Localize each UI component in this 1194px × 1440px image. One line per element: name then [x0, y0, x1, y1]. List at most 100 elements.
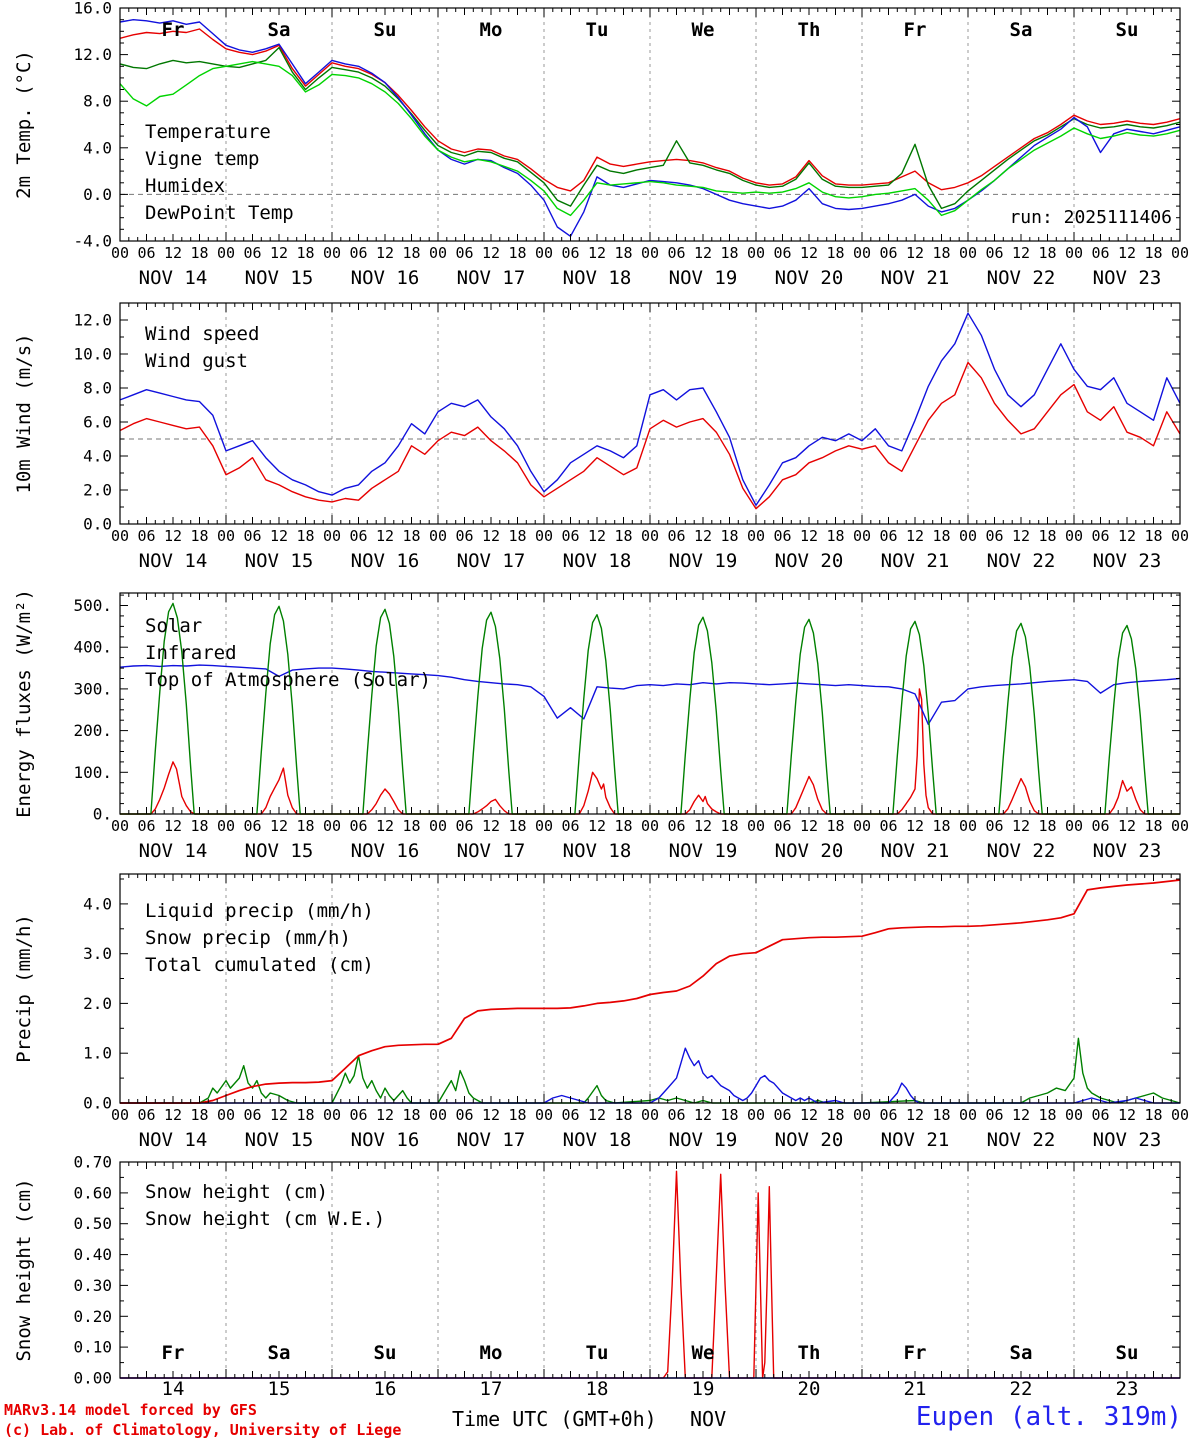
legend-item-total-cumulated-cm: Total cumulated (cm)	[145, 954, 374, 976]
svg-text:18: 18	[1144, 1106, 1162, 1124]
month-label: NOV	[690, 1407, 727, 1431]
svg-text:12.0: 12.0	[73, 311, 112, 330]
svg-text:18: 18	[296, 527, 314, 545]
hour-labels: 00 06 12 18 00 06 12 18 00 06 12 18 00 06 12 18 00 06 12 18…	[111, 527, 1189, 545]
svg-text:Sa: Sa	[1010, 19, 1033, 41]
svg-text:18: 18	[190, 1106, 208, 1124]
svg-text:NOV 20: NOV 20	[775, 840, 844, 862]
svg-text:18: 18	[826, 527, 844, 545]
svg-text:00: 00	[747, 1106, 765, 1124]
y-axis-title: Snow height (cm)	[13, 1178, 35, 1361]
svg-text:18: 18	[402, 527, 420, 545]
svg-text:06: 06	[561, 817, 579, 835]
svg-text:NOV 17: NOV 17	[457, 840, 526, 862]
svg-text:16: 16	[374, 1378, 397, 1399]
svg-text:12: 12	[1012, 244, 1030, 262]
svg-text:12: 12	[800, 1106, 818, 1124]
svg-text:NOV 23: NOV 23	[1093, 840, 1162, 862]
svg-text:12: 12	[906, 1106, 924, 1124]
svg-text:00: 00	[111, 244, 129, 262]
svg-text:00: 00	[429, 527, 447, 545]
svg-text:NOV 14: NOV 14	[139, 550, 208, 572]
svg-text:NOV 15: NOV 15	[245, 267, 314, 289]
svg-text:12: 12	[482, 1106, 500, 1124]
svg-text:4.0: 4.0	[83, 138, 112, 157]
svg-text:12: 12	[376, 817, 394, 835]
svg-text:NOV 17: NOV 17	[457, 267, 526, 289]
hour-labels: 00 06 12 18 00 06 12 18 00 06 12 18 00 06 12 18 00 06 12 18…	[111, 244, 1189, 262]
svg-text:NOV 22: NOV 22	[987, 840, 1056, 862]
svg-text:00: 00	[217, 1106, 235, 1124]
svg-text:12: 12	[270, 1106, 288, 1124]
svg-text:12: 12	[376, 527, 394, 545]
legend-item-solar: Solar	[145, 615, 202, 637]
svg-text:NOV 14: NOV 14	[139, 840, 208, 862]
svg-text:12: 12	[1118, 1106, 1136, 1124]
day-gridlines	[225, 1162, 1075, 1378]
time-axis-title: Time UTC (GMT+0h)	[452, 1407, 657, 1431]
legend-item-snow-height-cm: Snow height (cm)	[145, 1181, 328, 1203]
svg-text:18: 18	[720, 527, 738, 545]
svg-text:12: 12	[270, 817, 288, 835]
svg-text:12: 12	[694, 527, 712, 545]
svg-text:12: 12	[800, 527, 818, 545]
svg-text:06: 06	[773, 244, 791, 262]
svg-text:06: 06	[985, 527, 1003, 545]
svg-text:23: 23	[1116, 1378, 1139, 1399]
svg-text:06: 06	[879, 817, 897, 835]
svg-text:00: 00	[747, 817, 765, 835]
legend-item-infrared: Infrared	[145, 642, 237, 664]
svg-text:NOV 23: NOV 23	[1093, 550, 1162, 572]
legend-item-vigne-temp: Vigne temp	[145, 148, 259, 170]
svg-text:06: 06	[137, 1106, 155, 1124]
svg-text:00: 00	[1065, 1106, 1083, 1124]
legend: Temperature Vigne temp Humidex DewPoint Tem…	[145, 121, 294, 224]
svg-text:18: 18	[1144, 817, 1162, 835]
legend-item-snow-height-cm-w-e: Snow height (cm W.E.)	[145, 1208, 385, 1230]
y-tick-labels: -4.0 0.0 4.0 8.0 12.0 16.0	[73, 0, 112, 251]
svg-text:0.0: 0.0	[83, 1094, 112, 1113]
svg-text:18: 18	[508, 1106, 526, 1124]
svg-text:00: 00	[747, 244, 765, 262]
svg-text:18: 18	[614, 817, 632, 835]
svg-text:00: 00	[747, 527, 765, 545]
svg-text:Fr: Fr	[904, 19, 927, 41]
day-number-labels: 14 15 16 17 18 19 20 21 22 23	[162, 1378, 1139, 1399]
svg-text:12: 12	[270, 244, 288, 262]
svg-text:06: 06	[985, 1106, 1003, 1124]
svg-text:We: We	[692, 1342, 715, 1364]
svg-text:18: 18	[826, 244, 844, 262]
svg-text:06: 06	[879, 244, 897, 262]
svg-text:200.: 200.	[73, 721, 112, 740]
svg-text:18: 18	[508, 244, 526, 262]
svg-text:18: 18	[932, 244, 950, 262]
legend: Liquid precip (mm/h) Snow precip (mm/h) To…	[145, 900, 374, 976]
y-axis-title: 2m Temp. (°C)	[13, 50, 35, 199]
legend-item-dewpoint-temp: DewPoint Temp	[145, 202, 294, 224]
svg-text:00: 00	[429, 244, 447, 262]
svg-text:06: 06	[667, 527, 685, 545]
svg-text:8.0: 8.0	[83, 379, 112, 398]
svg-text:12: 12	[906, 244, 924, 262]
model-credit: MARv3.14 model forced by GFS (c) Lab. of…	[4, 1400, 401, 1440]
svg-text:18: 18	[508, 817, 526, 835]
svg-text:18: 18	[614, 1106, 632, 1124]
date-labels: NOV 14 NOV 15 NOV 16 NOV 17 NOV 18 NOV 19 NOV …	[139, 1129, 1162, 1151]
legend: Wind speed Wind gust	[145, 323, 259, 372]
svg-text:2.0: 2.0	[83, 994, 112, 1013]
svg-text:NOV 19: NOV 19	[669, 1129, 738, 1151]
svg-text:Su: Su	[374, 19, 397, 41]
svg-text:00: 00	[111, 1106, 129, 1124]
axis-ticks	[119, 7, 1181, 242]
svg-text:00: 00	[217, 817, 235, 835]
svg-text:500.: 500.	[73, 596, 112, 615]
svg-text:18: 18	[296, 1106, 314, 1124]
svg-text:NOV 18: NOV 18	[563, 267, 632, 289]
svg-text:18: 18	[614, 527, 632, 545]
svg-text:NOV 19: NOV 19	[669, 267, 738, 289]
svg-text:00: 00	[1065, 244, 1083, 262]
day-gridlines	[225, 593, 1075, 814]
svg-text:06: 06	[773, 527, 791, 545]
svg-text:00: 00	[429, 817, 447, 835]
svg-text:00: 00	[853, 244, 871, 262]
